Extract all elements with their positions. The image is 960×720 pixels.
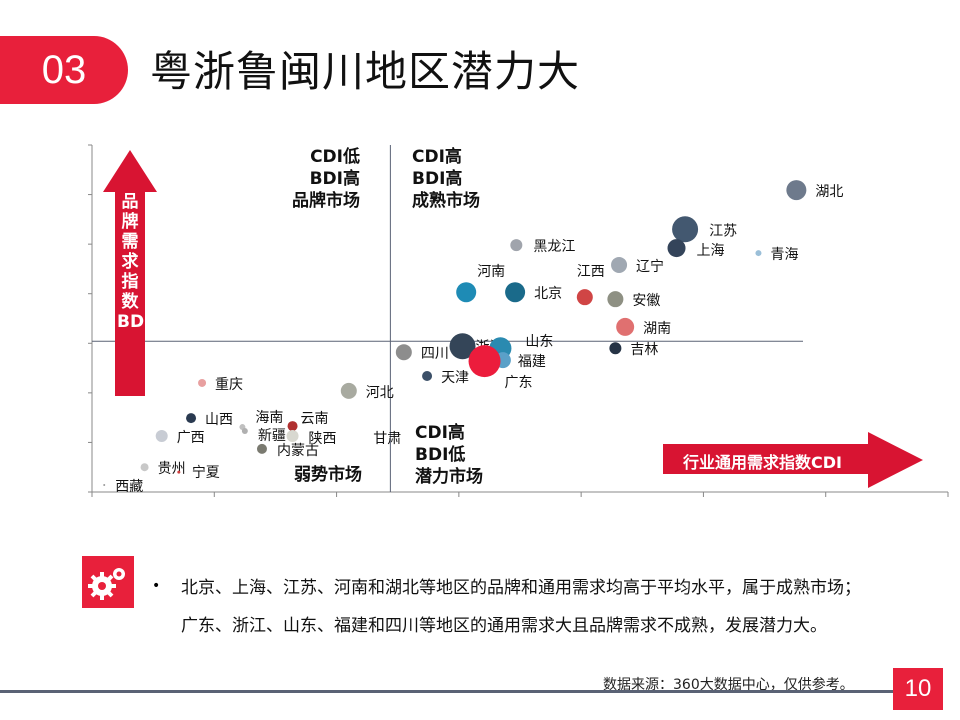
footer-divider — [0, 690, 893, 693]
x-axis-arrow-icon — [663, 432, 923, 488]
data-point — [422, 371, 433, 382]
data-label: 重庆 — [215, 377, 243, 393]
data-point — [340, 382, 357, 399]
data-point — [667, 239, 686, 258]
data-point — [755, 250, 762, 257]
y-axis-label: 品牌需求指数BDI — [117, 192, 151, 332]
data-label: 黑龙江 — [533, 239, 575, 255]
data-point — [155, 429, 168, 442]
data-label: 上海 — [697, 243, 725, 259]
data-point — [140, 463, 149, 472]
quadrant-bottom-right-label: CDI高 BDI低 潜力市场 — [415, 423, 483, 487]
data-point — [256, 443, 267, 454]
data-label: 安徽 — [632, 293, 660, 309]
data-label: 新疆 — [258, 428, 286, 444]
data-label: 北京 — [534, 286, 562, 302]
data-point — [103, 484, 106, 487]
data-label: 广西 — [177, 430, 205, 446]
data-point — [198, 378, 207, 387]
data-label: 内蒙古 — [277, 443, 319, 459]
data-label: 江苏 — [709, 223, 737, 239]
data-label: 宁夏 — [192, 464, 220, 481]
quadrant-top-right-label: CDI高 BDI高 成熟市场 — [412, 147, 480, 211]
data-label: 江西 — [577, 264, 605, 280]
data-point — [616, 317, 635, 336]
data-label: 广东 — [505, 375, 533, 391]
x-axis-label: 行业通用需求指数CDI — [683, 453, 842, 472]
data-label: 陕西 — [309, 431, 337, 447]
data-label: 河北 — [366, 385, 394, 401]
data-label: 四川 — [421, 346, 449, 362]
data-label: 贵州 — [158, 461, 186, 477]
data-label: 湖北 — [815, 184, 843, 200]
data-source: 数据来源：360大数据中心，仅供参考。 — [603, 677, 854, 693]
data-label: 辽宁 — [636, 258, 664, 275]
data-label: 海南 — [255, 410, 283, 426]
data-label: 西藏 — [115, 479, 143, 495]
data-point — [576, 289, 593, 306]
scatter-chart: 湖北江苏上海青海辽宁黑龙江河南北京江西安徽湖南吉林四川浙江山东福建广东天津河北重… — [88, 144, 949, 497]
page-number: 10 — [893, 668, 943, 710]
data-label: 甘肃 — [373, 431, 401, 447]
data-label: 青海 — [770, 247, 798, 263]
data-point — [510, 239, 523, 252]
quadrant-top-left-label: CDI低 BDI高 品牌市场 — [292, 147, 360, 211]
data-point — [286, 429, 299, 442]
data-point — [449, 333, 476, 360]
data-point — [611, 256, 628, 273]
data-label: 天津 — [441, 370, 469, 386]
data-label: 湖南 — [643, 321, 671, 337]
page-title: 粤浙鲁闽川地区潜力大 — [150, 47, 581, 96]
data-point — [609, 342, 622, 355]
gears-icon — [82, 556, 134, 608]
bullet: • — [152, 578, 161, 594]
data-point — [395, 344, 412, 361]
data-point — [177, 470, 181, 474]
quadrant-bottom-left-label: 弱势市场 — [294, 465, 362, 485]
data-label: 福建 — [518, 354, 546, 370]
data-point — [672, 216, 699, 243]
data-point — [241, 428, 248, 435]
y-axis-arrow-icon — [103, 150, 157, 396]
data-point — [786, 180, 807, 201]
data-label: 吉林 — [630, 342, 658, 358]
data-label: 云南 — [301, 411, 329, 427]
data-point — [468, 345, 501, 378]
summary-text: 北京、上海、江苏、河南和湖北等地区的品牌和通用需求均高于平均水平，属于成熟市场；… — [181, 578, 861, 636]
data-point — [607, 291, 624, 308]
data-label: 山东 — [525, 334, 553, 350]
data-point — [287, 421, 298, 432]
data-point — [505, 282, 526, 303]
data-point — [456, 282, 477, 303]
data-label: 河南 — [477, 264, 505, 280]
section-number: 03 — [0, 36, 128, 104]
data-point — [186, 413, 197, 424]
data-label: 山西 — [205, 412, 233, 428]
